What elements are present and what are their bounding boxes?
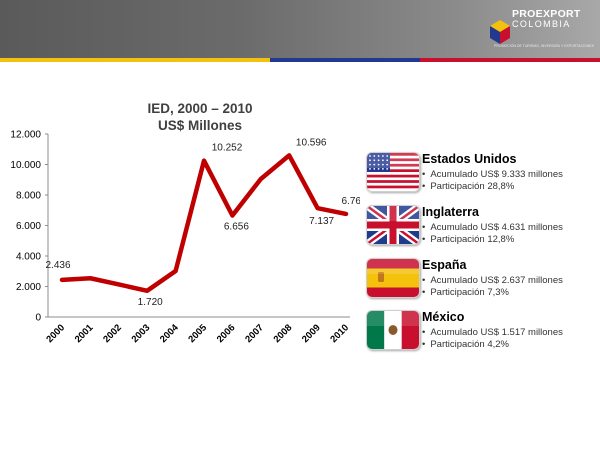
x-tick-label: 2001: [73, 322, 96, 345]
country-detail-line: Participación 28,8%: [422, 181, 563, 193]
x-tick-label: 2010: [328, 322, 351, 345]
chart-axes: [47, 134, 350, 318]
country-detail-line: Participación 7,3%: [422, 287, 563, 299]
data-label: 10.596: [296, 137, 327, 148]
uk-flag-icon: [366, 205, 420, 245]
country-detail-line: Participación 12,8%: [422, 234, 563, 246]
brand-tagline: PROMOCIÓN DE TURISMO, INVERSIÓN Y EXPORT…: [494, 44, 595, 48]
data-label: 10.252: [212, 143, 243, 154]
country-detail-line: Participación 4,2%: [422, 339, 563, 351]
color-stripe: [0, 58, 600, 62]
stripe-red: [420, 58, 600, 62]
country-detail-line: Acumulado US$ 2.637 millones: [422, 275, 563, 287]
proexport-cube-logo-icon: [490, 20, 510, 44]
brand-sub: COLOMBIA: [512, 19, 571, 29]
x-tick-labels: 2000 2001 2002 2003 2004 2005 2006 2007 2008 2009…: [44, 322, 351, 345]
country-details: Acumulado US$ 9.333 millonesParticipació…: [422, 169, 563, 192]
spain-flag-icon: [366, 258, 420, 298]
country-details: Acumulado US$ 1.517 millonesParticipació…: [422, 327, 563, 350]
data-label: 2.436: [45, 260, 70, 271]
x-tick-label: 2000: [44, 322, 67, 345]
x-tick-label: 2004: [158, 322, 181, 345]
usa-flag-icon: [366, 152, 420, 192]
country-detail-line: Acumulado US$ 1.517 millones: [422, 327, 563, 339]
data-label: 7.137: [309, 216, 334, 227]
data-labels: 2.436 1.720 10.252 6.656 10.596 7.137 6.760: [45, 137, 360, 307]
x-tick-label: 2005: [186, 322, 209, 345]
ied-series-line: [59, 153, 349, 294]
x-tick-label: 2008: [272, 322, 295, 345]
data-label: 1.720: [138, 297, 163, 308]
y-tick-label: 2.000: [16, 282, 41, 293]
country-name: Estados Unidos: [422, 152, 517, 166]
x-tick-label: 2007: [243, 322, 266, 345]
series-line: [59, 153, 349, 294]
brand-name: PROEXPORT: [512, 8, 581, 20]
chart-subtitle: US$ Millones: [157, 118, 243, 133]
stripe-blue: [270, 58, 420, 62]
stripe-yellow: [0, 58, 270, 62]
country-name: Inglaterra: [422, 205, 479, 219]
x-tick-label: 2003: [130, 322, 153, 345]
y-tick-label: 8.000: [16, 191, 41, 202]
x-tick-label: 2009: [300, 322, 323, 345]
chart-title-line: IED, 2000 – 2010: [147, 101, 253, 116]
y-tick-label: 12.000: [10, 130, 41, 141]
y-tick-label: 0: [35, 313, 41, 324]
country-detail-line: Acumulado US$ 4.631 millones: [422, 222, 563, 234]
chart-title: IED, 2000 – 2010 US$ Millones: [95, 100, 305, 134]
y-tick-labels: 0 2.000 4.000 6.000 8.000 10.000 12.000: [10, 130, 48, 324]
country-name: España: [422, 258, 467, 272]
y-tick-label: 10.000: [10, 160, 41, 171]
x-tick-label: 2006: [215, 322, 238, 345]
data-label: 6.656: [224, 221, 249, 232]
country-details: Acumulado US$ 4.631 millonesParticipació…: [422, 222, 563, 245]
country-name: México: [422, 310, 465, 324]
y-tick-label: 6.000: [16, 221, 41, 232]
y-tick-label: 4.000: [16, 252, 41, 263]
data-label: 6.760: [341, 196, 360, 207]
country-details: Acumulado US$ 2.637 millonesParticipació…: [422, 275, 563, 298]
x-tick-label: 2002: [101, 322, 124, 345]
country-detail-line: Acumulado US$ 9.333 millones: [422, 169, 563, 181]
mexico-flag-icon: [366, 310, 420, 350]
